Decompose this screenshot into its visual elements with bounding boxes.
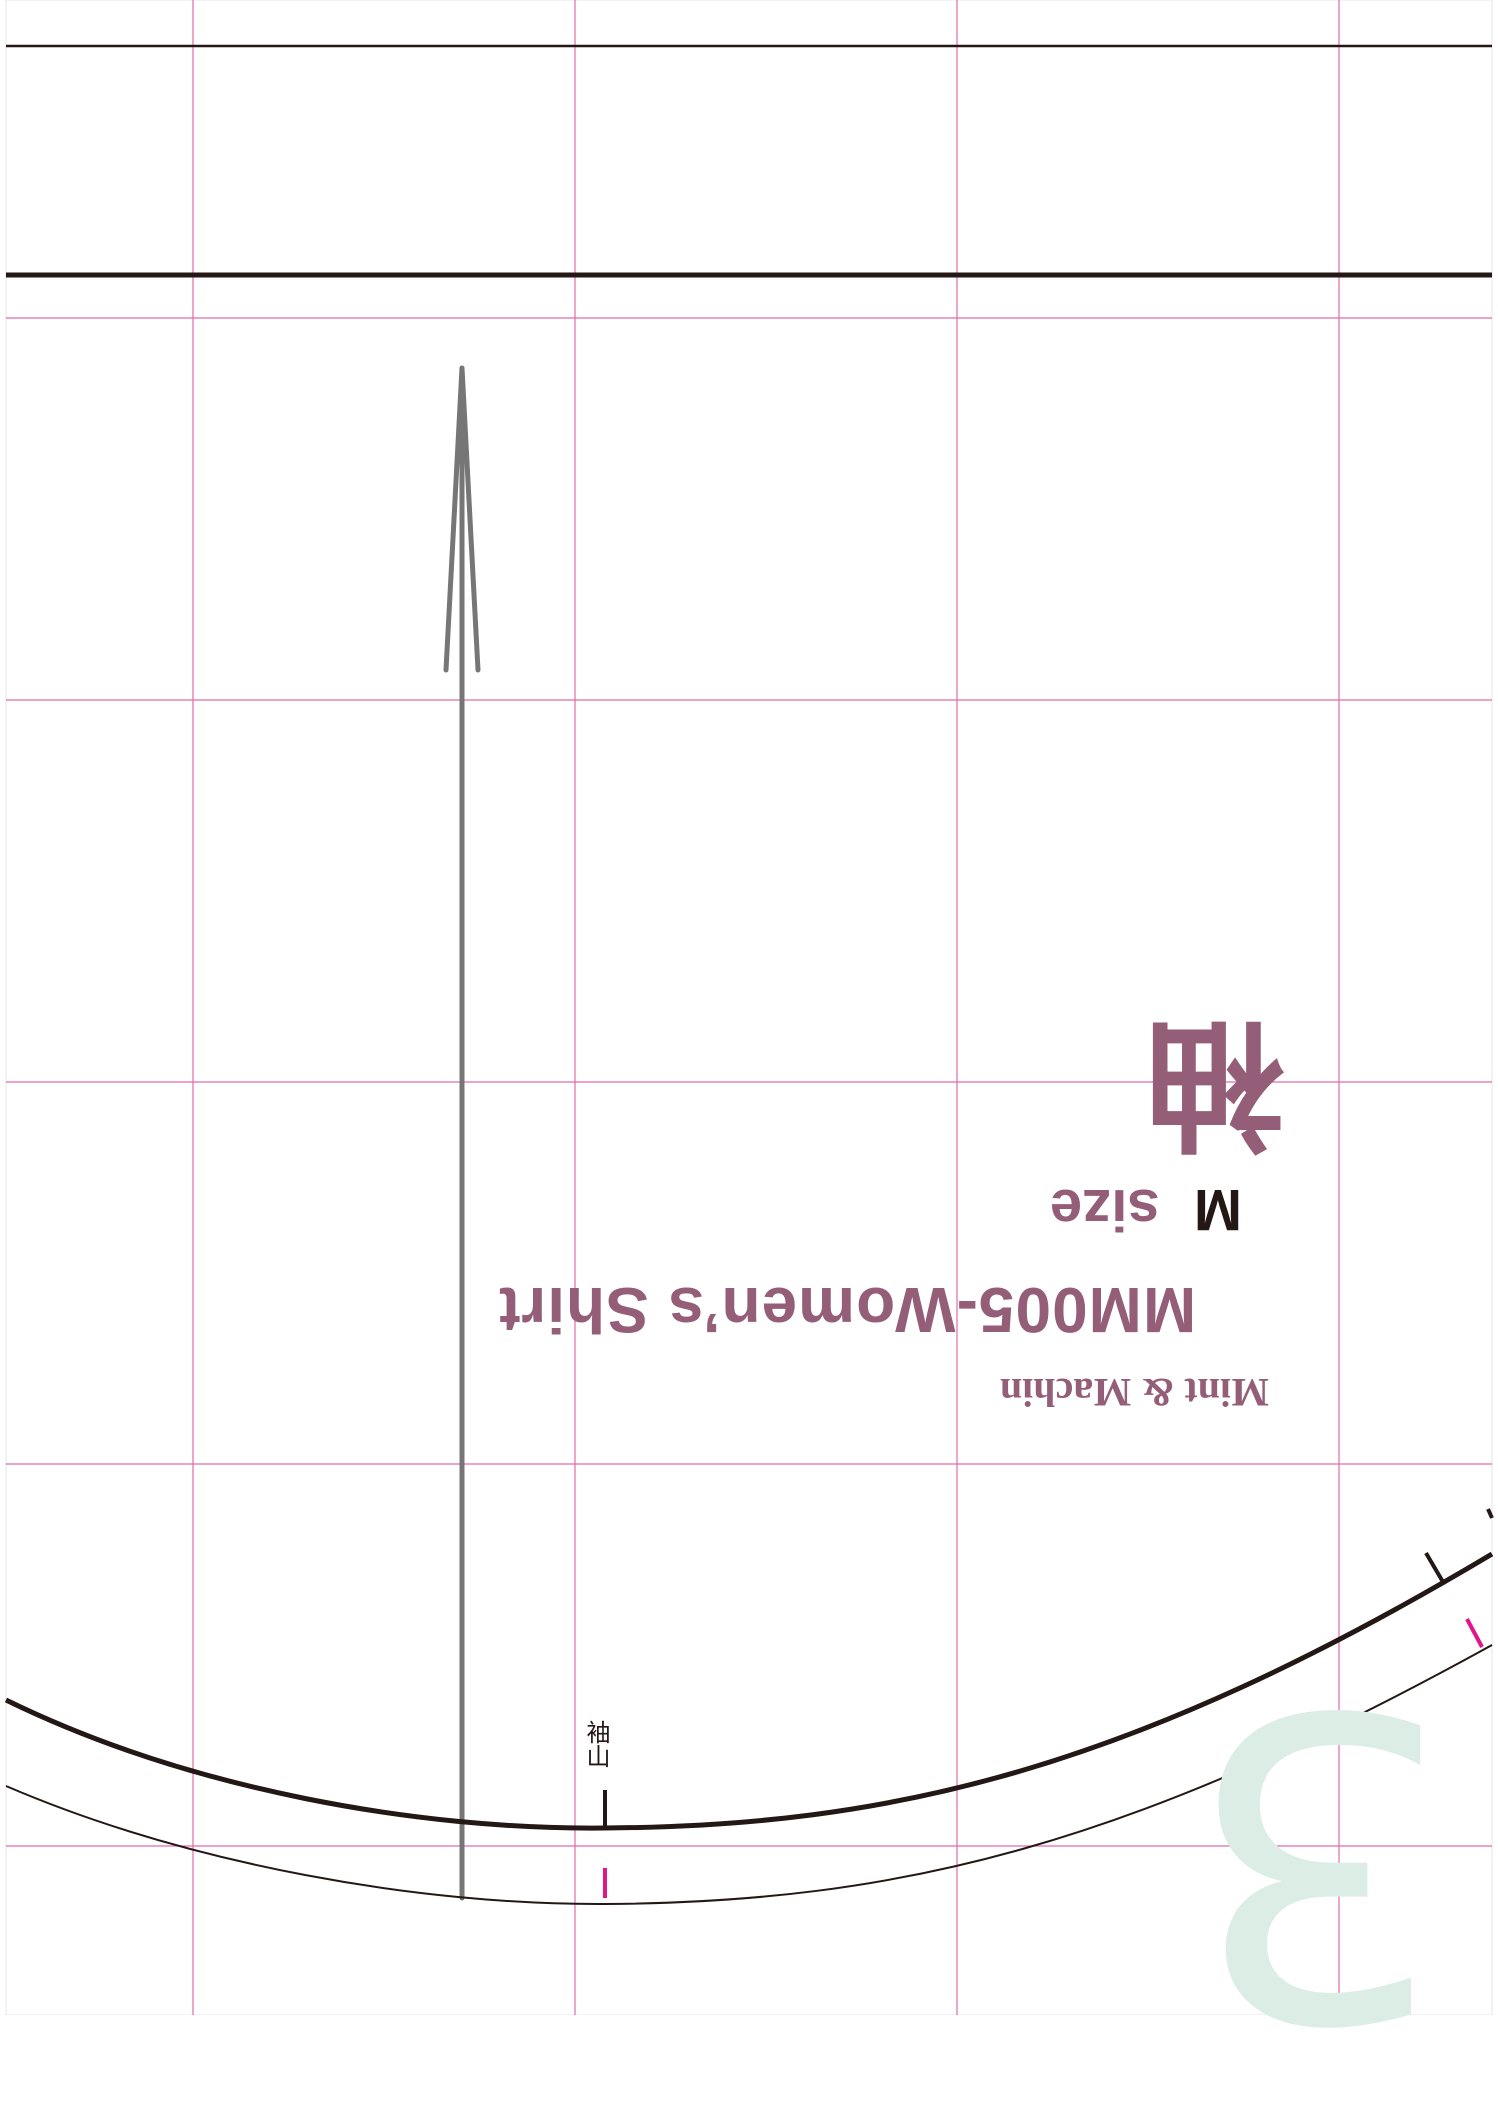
side-notch-cut [1465, 1618, 1484, 1648]
page-border [5, 0, 1493, 2015]
size-word: size [1050, 1177, 1160, 1242]
side-notch-seam [1424, 1551, 1445, 1584]
sleeve-cap-cut-line [5, 1644, 1493, 1906]
size-label: M size [1050, 1177, 1242, 1242]
product-title: MM005-Women’s Shirt [498, 1274, 1197, 1346]
part-name: 袖 [1145, 1001, 1286, 1164]
grainline-arrowhead [443, 367, 481, 673]
brand-name: Mint & Machin [1000, 1370, 1269, 1415]
seam-label: 袖山 [582, 1720, 610, 1768]
edge-notch-seam [1486, 1508, 1494, 1519]
alignment-grid [6, 0, 1492, 2015]
pattern-sheet [4, 0, 1494, 2015]
grainline-arrow [443, 365, 481, 1901]
sleeve-cap-seam-line [4, 1551, 1494, 1831]
size-letter: M [1193, 1177, 1243, 1242]
page-number: 3 [1185, 1616, 1453, 2105]
